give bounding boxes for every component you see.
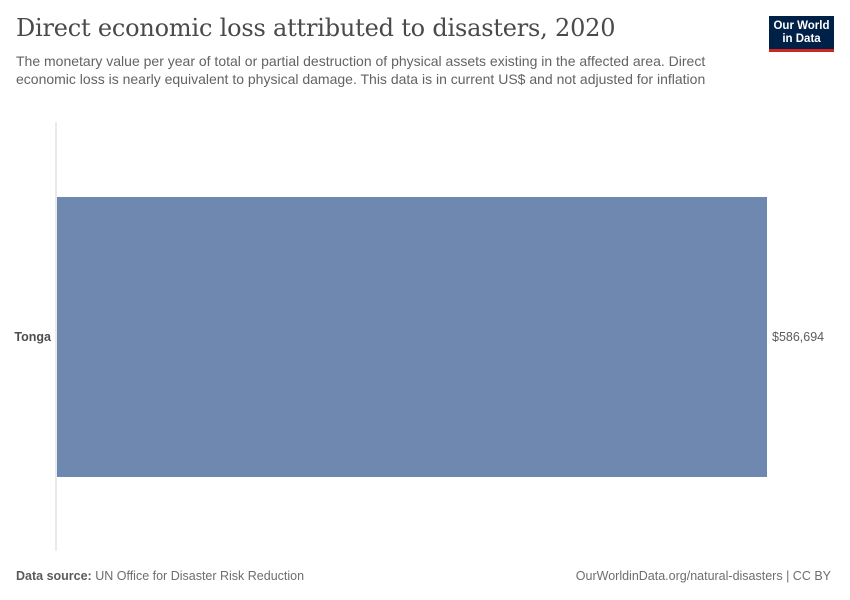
owid-logo[interactable]: Our World in Data (769, 16, 834, 52)
bars-group (57, 197, 767, 477)
source-link[interactable]: OurWorldinData.org/natural-disasters | C… (575, 569, 831, 583)
logo-line-1: Our World (773, 20, 830, 32)
chart-subtitle: The monetary value per year of total or … (16, 53, 706, 87)
data-source-text: UN Office for Disaster Risk Reduction (91, 569, 305, 583)
labels-group: Tonga $586,694 (14, 330, 824, 344)
bar-tonga[interactable] (57, 197, 767, 477)
data-source: Data source: UN Office for Disaster Risk… (16, 569, 304, 583)
chart-title: Direct economic loss attributed to disas… (16, 14, 616, 42)
category-label: Tonga (14, 330, 52, 344)
data-source-label: Data source: (16, 569, 92, 583)
value-label: $586,694 (772, 330, 824, 344)
logo-line-2: in Data (782, 33, 821, 45)
